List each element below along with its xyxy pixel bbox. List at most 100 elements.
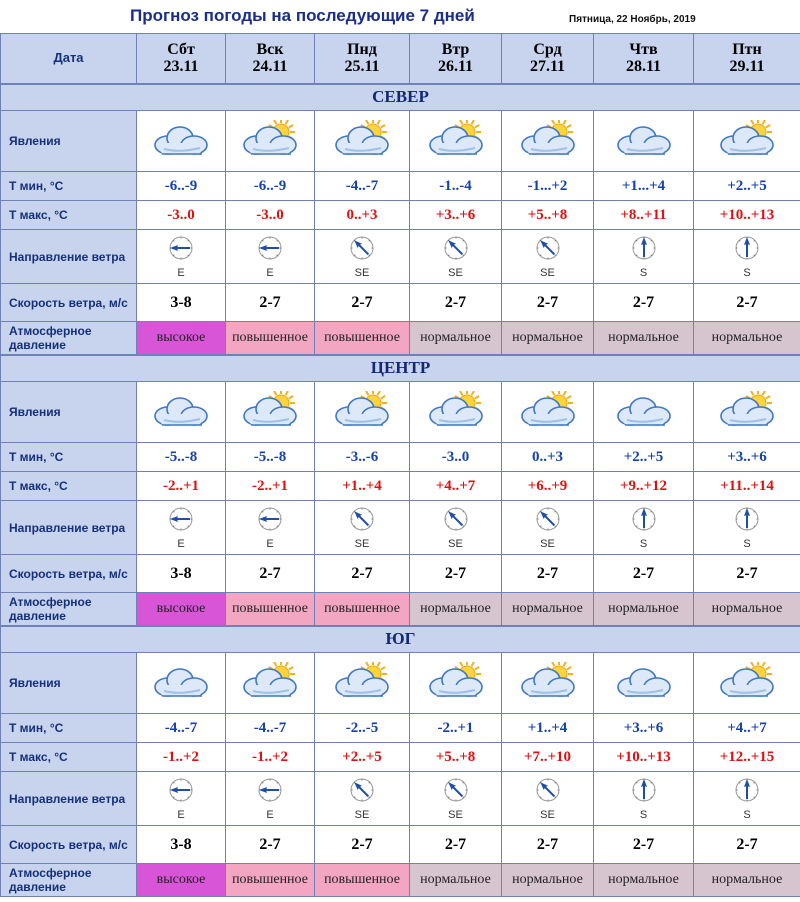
phenomena-cell xyxy=(136,381,226,443)
region-name: СЕВЕР xyxy=(0,82,800,111)
date-label: Дата xyxy=(0,33,137,84)
partly-cloudy-icon xyxy=(239,659,301,704)
wind-speed-cell: 2-7 xyxy=(314,283,410,322)
pressure-cell: нормальное xyxy=(693,592,800,626)
phenomena-cell xyxy=(409,110,502,172)
wind-speed-cell: 2-7 xyxy=(501,825,594,864)
tmin-cell: +4..+7 xyxy=(693,713,800,743)
wind-direction-cell: SE xyxy=(314,500,410,555)
pressure-cell: нормальное xyxy=(409,863,502,897)
tmin-label: Т мин, °C xyxy=(0,171,137,201)
wind-speed-cell: 2-7 xyxy=(593,283,694,322)
wind-compass-icon xyxy=(443,236,469,265)
tmax-cell: +11..+14 xyxy=(693,471,800,501)
cloudy-icon xyxy=(613,667,675,704)
pressure-cell: нормальное xyxy=(501,863,594,897)
wind-speed-cell: 2-7 xyxy=(225,554,315,593)
tmax-cell: +4..+7 xyxy=(409,471,502,501)
wind-direction-label: Направление ветра xyxy=(0,500,137,555)
wind-direction-cell: E xyxy=(225,229,315,284)
day-name: Чтв xyxy=(629,41,658,59)
tmax-cell: +8..+11 xyxy=(593,200,694,230)
wind-compass-icon xyxy=(168,507,194,536)
wind-speed-cell: 2-7 xyxy=(409,825,502,864)
wind-direction-text: S xyxy=(639,537,648,550)
tmax-cell: +9..+12 xyxy=(593,471,694,501)
pressure-cell: высокое xyxy=(136,863,226,897)
tmax-cell: +3..+6 xyxy=(409,200,502,230)
wind-speed-cell: 2-7 xyxy=(501,283,594,322)
phenomena-cell xyxy=(225,381,315,443)
day-header-cell: Чтв 28.11 xyxy=(593,33,694,84)
phenomena-cell xyxy=(314,652,410,714)
wind-direction-cell: E xyxy=(136,500,226,555)
tmax-row: Т макс, °C -2..+1 -2..+1 +1..+4 +4..+7 +6..+9… xyxy=(0,471,800,501)
wind-direction-cell: E xyxy=(136,771,226,826)
wind-direction-cell: SE xyxy=(409,229,502,284)
wind-compass-icon xyxy=(734,778,760,807)
wind-direction-text: SE xyxy=(448,808,463,821)
phenomena-label: Явления xyxy=(0,110,137,172)
wind-compass-icon xyxy=(535,507,561,536)
wind-direction-row: Направление ветра E E SE SE SE S S xyxy=(0,500,800,555)
wind-speed-cell: 2-7 xyxy=(314,825,410,864)
pressure-label: Атмосферное давление xyxy=(0,863,137,897)
wind-direction-text: E xyxy=(266,266,274,279)
pressure-cell: повышенное xyxy=(314,863,410,897)
tmin-cell: -5..-8 xyxy=(136,442,226,472)
page-title: Прогноз погоды на последующие 7 дней xyxy=(130,6,475,25)
partly-cloudy-icon xyxy=(716,117,778,162)
cloudy-icon xyxy=(150,396,212,433)
wind-compass-icon xyxy=(443,507,469,536)
pressure-cell: повышенное xyxy=(314,321,410,355)
wind-direction-text: S xyxy=(743,266,751,279)
pressure-cell: нормальное xyxy=(409,321,502,355)
cloudy-icon xyxy=(150,125,212,162)
wind-direction-text: E xyxy=(266,537,274,550)
wind-compass-icon xyxy=(349,507,375,536)
wind-direction-cell: S xyxy=(593,500,694,555)
phenomena-cell xyxy=(136,652,226,714)
tmax-cell: +7..+10 xyxy=(501,742,594,772)
phenomena-row: Явления xyxy=(0,381,800,443)
wind-direction-cell: E xyxy=(225,771,315,826)
tmax-cell: +12..+15 xyxy=(693,742,800,772)
phenomena-cell xyxy=(501,110,594,172)
wind-direction-text: S xyxy=(743,808,751,821)
phenomena-cell xyxy=(409,652,502,714)
pressure-cell: повышенное xyxy=(225,863,315,897)
tmin-cell: -5..-8 xyxy=(225,442,315,472)
tmin-cell: -1...+2 xyxy=(501,171,594,201)
phenomena-cell xyxy=(593,110,694,172)
wind-direction-cell: SE xyxy=(501,771,594,826)
tmin-cell: -6..-9 xyxy=(225,171,315,201)
tmax-row: Т макс, °C -1..+2 -1..+2 +2..+5 +5..+8 +7..+1… xyxy=(0,742,800,772)
wind-speed-cell: 3-8 xyxy=(136,825,226,864)
tmax-cell: 0..+3 xyxy=(314,200,410,230)
wind-compass-icon xyxy=(734,507,760,536)
current-date: Пятница, 22 Ноябрь, 2019 xyxy=(569,14,696,25)
wind-speed-cell: 2-7 xyxy=(225,283,315,322)
phenomena-cell xyxy=(593,652,694,714)
region-name: ЮГ xyxy=(0,624,800,653)
wind-compass-icon xyxy=(168,778,194,807)
partly-cloudy-icon xyxy=(517,388,579,433)
partly-cloudy-icon xyxy=(517,659,579,704)
wind-speed-cell: 2-7 xyxy=(693,825,800,864)
wind-speed-cell: 2-7 xyxy=(501,554,594,593)
phenomena-cell xyxy=(225,110,315,172)
phenomena-cell xyxy=(693,652,800,714)
tmin-cell: -3..-6 xyxy=(314,442,410,472)
wind-direction-text: SE xyxy=(448,266,463,279)
day-header-cell: Сбт 23.11 xyxy=(136,33,226,84)
wind-compass-icon xyxy=(535,778,561,807)
wind-direction-label: Направление ветра xyxy=(0,771,137,826)
day-date: 29.11 xyxy=(729,58,765,76)
phenomena-label: Явления xyxy=(0,652,137,714)
pressure-cell: нормальное xyxy=(501,321,594,355)
wind-direction-text: S xyxy=(743,537,751,550)
wind-compass-icon xyxy=(168,236,194,265)
wind-compass-icon xyxy=(631,778,657,807)
phenomena-label: Явления xyxy=(0,381,137,443)
partly-cloudy-icon xyxy=(239,388,301,433)
